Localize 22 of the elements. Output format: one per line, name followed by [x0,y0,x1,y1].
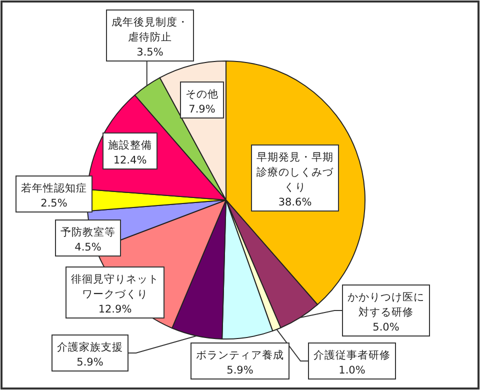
slice-label: 介護従事者研修 [314,348,390,362]
data-label: 12.4% [113,154,147,166]
data-label: 5.0% [372,322,400,334]
slice-label: 徘徊見守りネットワークづくり [71,272,159,300]
data-label: 2.5% [40,198,68,210]
slice-label: 成年後見制度・虐待防止 [112,16,188,44]
data-label: 5.9% [76,356,104,368]
slice-label: 施設整備 [108,138,152,152]
data-label: 3.5% [136,46,164,58]
slice-label: 早期発見・早期診療のしくみづくり [256,152,334,194]
slice-label: ボランティア養成 [196,348,284,362]
data-label: 38.6% [278,196,312,208]
data-label: 1.0% [338,364,366,376]
data-label: 5.9% [226,364,254,376]
slice-label: 介護家族支援 [57,340,123,354]
slice-label: 若年性認知症 [21,182,87,194]
slice-label: その他 [186,88,218,100]
data-label: 12.9% [98,304,132,316]
data-label: 7.9% [188,104,216,116]
slice-label: 予防教室等 [60,226,116,238]
slice-label: かかりつけ医に対する研修 [348,292,424,318]
data-label: 4.5% [74,242,102,254]
